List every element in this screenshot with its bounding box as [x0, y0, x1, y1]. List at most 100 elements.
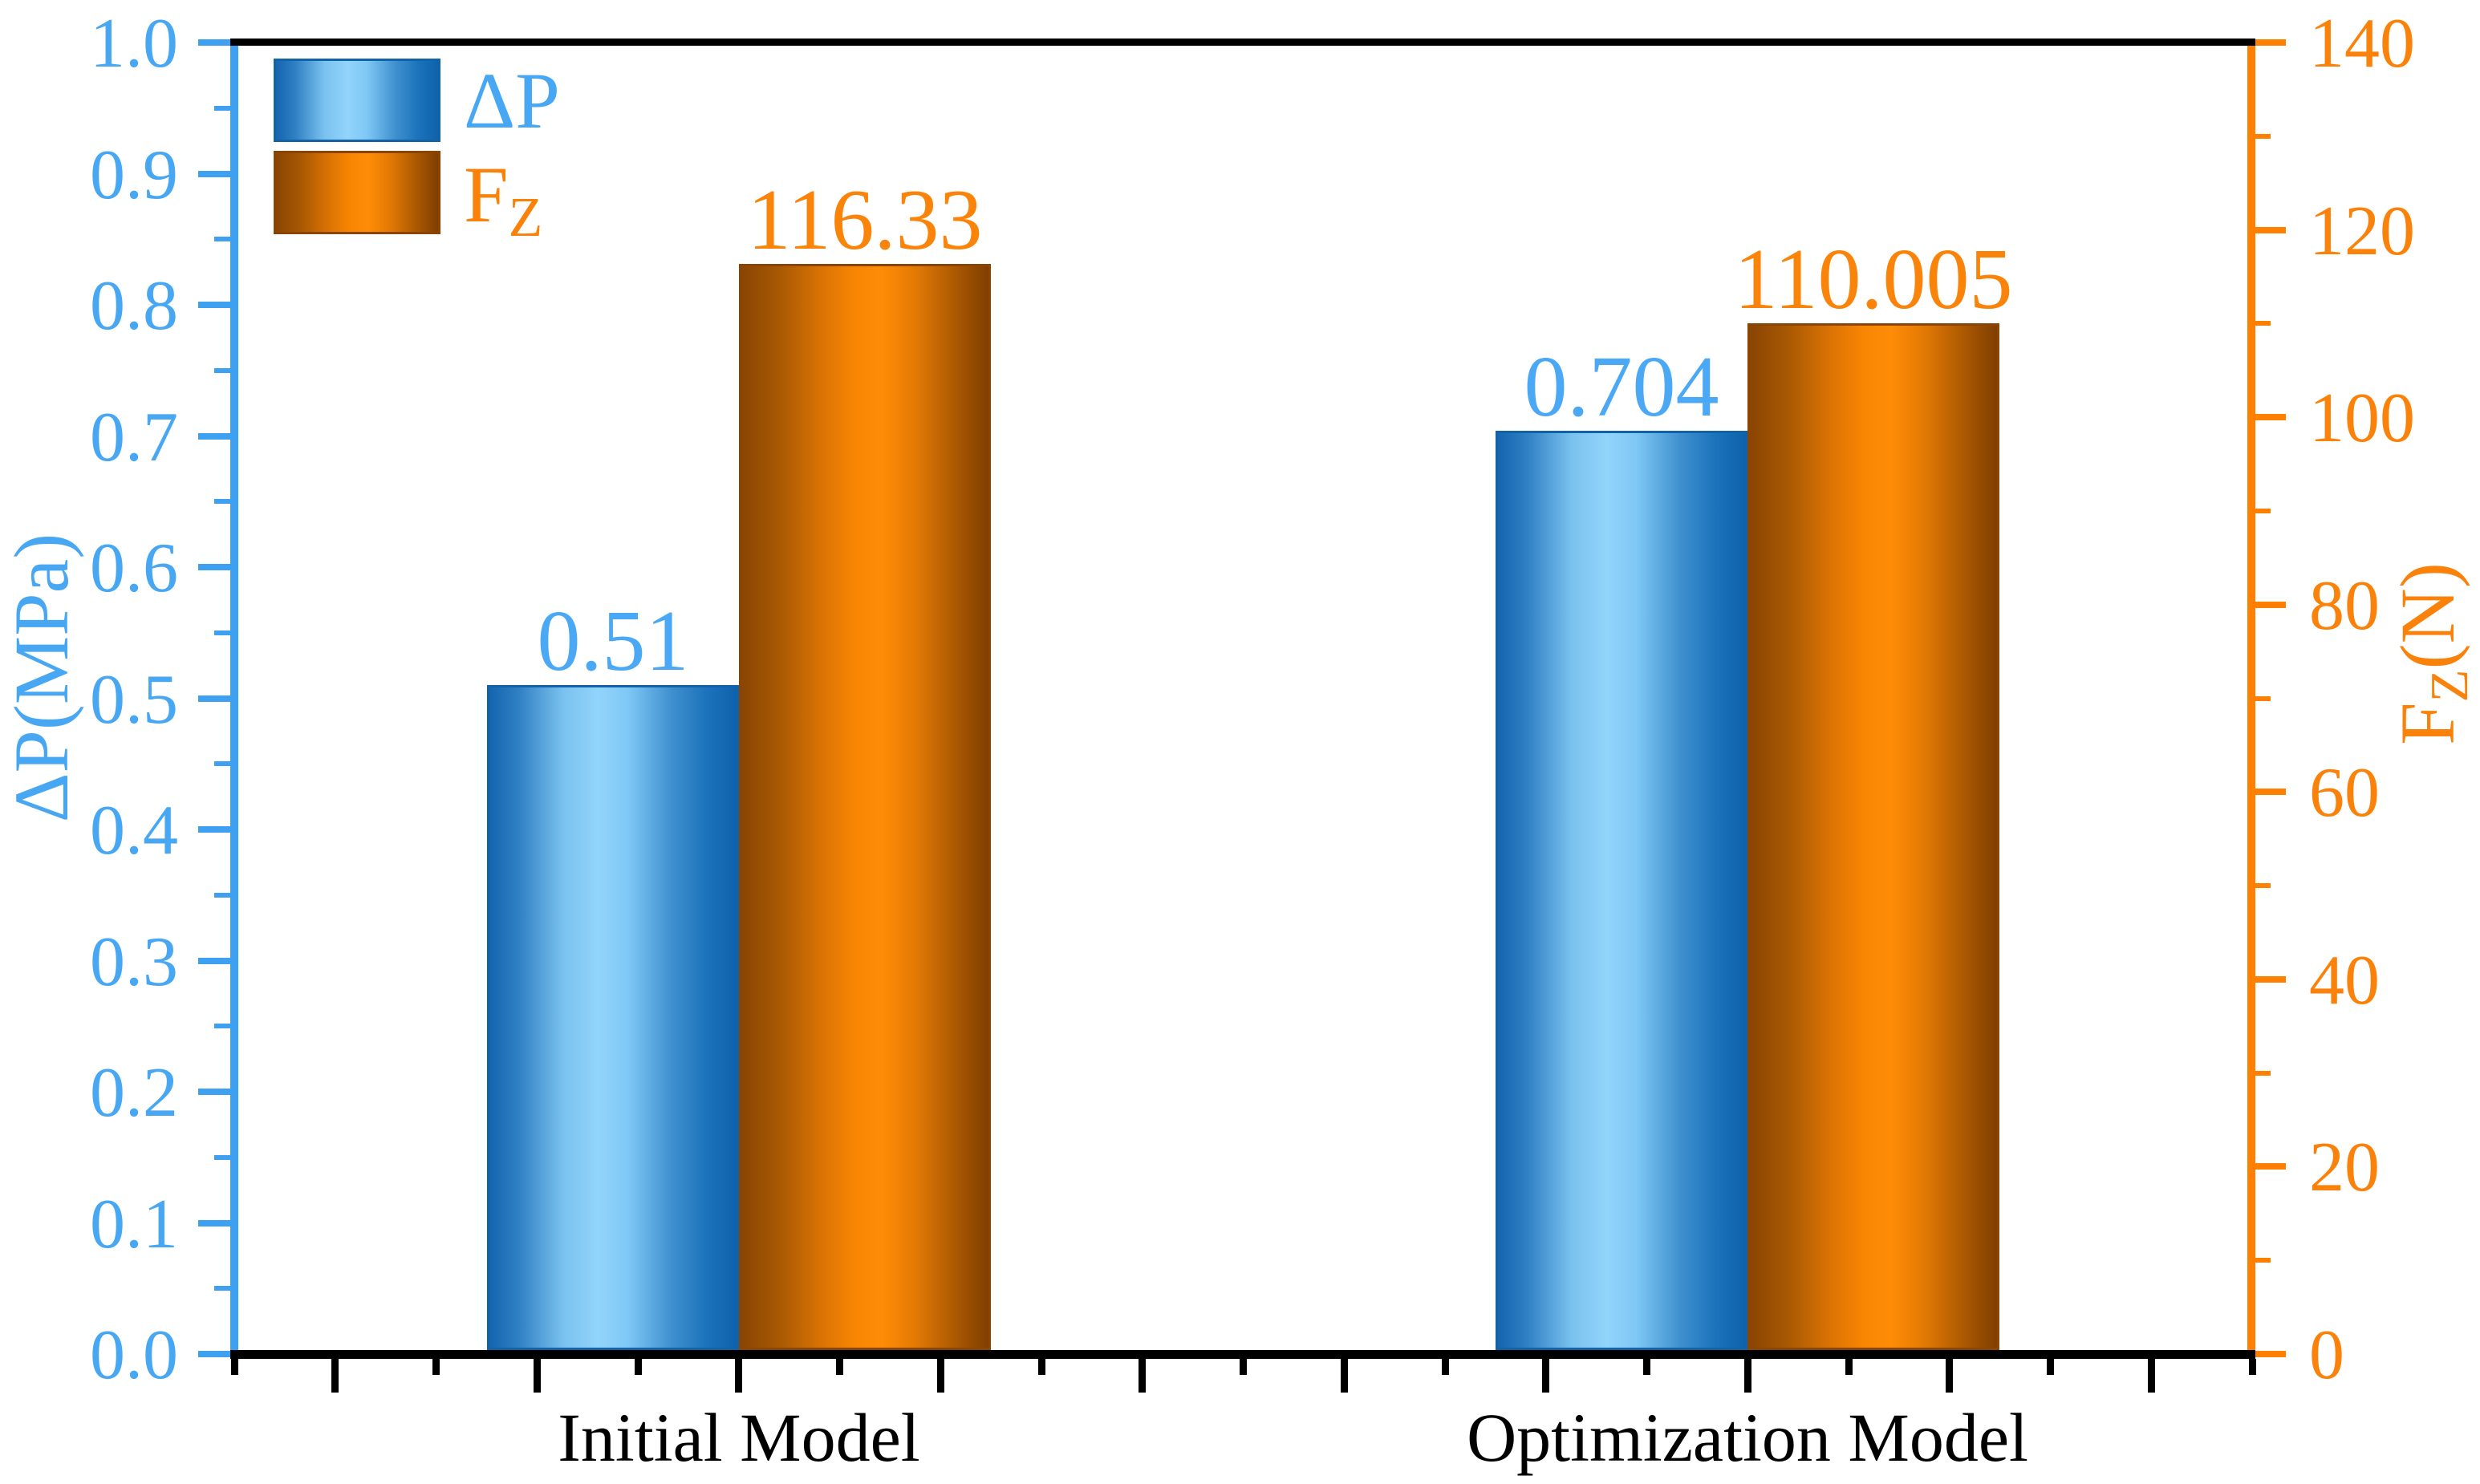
bar-delta-p-1	[487, 685, 739, 1350]
right-axis-major-tick	[2255, 602, 2286, 608]
right-axis-tick-label: 60	[2309, 754, 2380, 832]
x-axis-major-tick	[1946, 1359, 1953, 1393]
legend-label-fz-base: F	[464, 150, 509, 239]
right-axis-tick-label: 100	[2309, 379, 2415, 457]
x-axis-major-tick	[937, 1359, 944, 1393]
x-axis-line	[230, 1350, 2255, 1359]
x-axis-minor-tick	[1845, 1359, 1853, 1375]
left-axis-tick-label: 0.1	[90, 1186, 178, 1263]
bar-value-label: 116.33	[747, 172, 983, 268]
right-axis-minor-tick	[2255, 1258, 2271, 1263]
left-axis-tick-label: 1.0	[90, 5, 178, 83]
right-axis-tick-label: 40	[2309, 942, 2380, 1020]
legend-swatch-delta-p	[274, 59, 440, 142]
left-axis-title-text: ΔP(MPa)	[0, 533, 84, 823]
left-axis-title: ΔP(MPa)	[0, 533, 84, 822]
x-axis-minor-tick	[432, 1359, 440, 1375]
left-axis-major-tick	[198, 564, 230, 570]
legend-label-fz-subscript: Z	[508, 186, 543, 249]
x-axis-major-tick	[1542, 1359, 1549, 1393]
x-axis-minor-tick	[635, 1359, 642, 1375]
left-axis-major-tick	[198, 958, 230, 964]
bar-fz-1	[739, 264, 991, 1350]
bar-delta-p-2	[1496, 431, 1747, 1350]
right-axis-tick-label: 120	[2309, 193, 2415, 270]
right-axis-title-subscript: Z	[2418, 669, 2479, 703]
legend-label-delta-p-text: ΔP	[464, 56, 560, 145]
x-axis-major-tick	[534, 1359, 541, 1393]
left-axis-minor-tick	[214, 499, 230, 504]
right-axis-line	[2247, 39, 2255, 1359]
right-axis-minor-tick	[2255, 134, 2271, 139]
right-axis-major-tick	[2255, 39, 2286, 46]
right-axis-title: FZ(N)	[2385, 562, 2479, 745]
left-axis-major-tick	[198, 1089, 230, 1095]
left-axis-tick-label: 0.5	[90, 661, 178, 739]
left-axis-tick-label: 0.7	[90, 399, 178, 476]
right-axis-title-unit: (N)	[2385, 562, 2470, 670]
x-axis-minor-tick	[836, 1359, 843, 1375]
right-axis-major-tick	[2255, 976, 2286, 983]
left-axis-major-tick	[198, 433, 230, 440]
left-axis-major-tick	[198, 1220, 230, 1227]
left-axis-major-tick	[198, 1351, 230, 1357]
right-axis-major-tick	[2255, 414, 2286, 420]
legend-swatch-fz	[274, 151, 440, 234]
left-axis-major-tick	[198, 171, 230, 177]
x-axis-minor-tick	[1240, 1359, 1247, 1375]
x-axis-minor-tick	[2047, 1359, 2054, 1375]
left-axis-minor-tick	[214, 1286, 230, 1291]
bar-value-label: 0.704	[1524, 339, 1719, 435]
left-axis-tick-label: 0.4	[90, 792, 178, 870]
left-axis-tick-label: 0.0	[90, 1316, 178, 1394]
right-axis-major-tick	[2255, 227, 2286, 233]
top-frame-line	[230, 39, 2255, 46]
right-axis-tick-label: 80	[2309, 567, 2380, 645]
right-axis-tick-label: 140	[2309, 5, 2415, 83]
x-axis-major-tick	[735, 1359, 742, 1393]
left-axis-major-tick	[198, 826, 230, 833]
left-axis-tick-label: 0.8	[90, 267, 178, 345]
left-axis-minor-tick	[214, 237, 230, 241]
x-axis-major-tick	[331, 1359, 339, 1393]
x-axis-minor-tick	[231, 1359, 238, 1375]
left-axis-minor-tick	[214, 893, 230, 898]
left-axis-tick-label: 0.9	[90, 136, 178, 214]
x-axis-major-tick	[1744, 1359, 1751, 1393]
left-axis-minor-tick	[214, 761, 230, 766]
left-axis-minor-tick	[214, 368, 230, 373]
x-axis-major-tick	[1139, 1359, 1146, 1393]
left-axis-tick-label: 0.3	[90, 923, 178, 1001]
legend-label-delta-p: ΔP	[464, 61, 560, 141]
left-axis-major-tick	[198, 39, 230, 46]
left-axis-minor-tick	[214, 1155, 230, 1160]
bar-fz-2	[1747, 323, 1999, 1350]
left-axis-minor-tick	[214, 1024, 230, 1028]
right-axis-tick-label: 0	[2309, 1316, 2344, 1394]
bar-value-label: 110.005	[1734, 232, 2013, 327]
left-axis-major-tick	[198, 302, 230, 308]
right-axis-minor-tick	[2255, 883, 2271, 888]
category-label: Initial Model	[558, 1399, 920, 1476]
right-axis-title-base: F	[2385, 702, 2470, 745]
right-axis-tick-label: 20	[2309, 1129, 2380, 1206]
left-axis-tick-label: 0.2	[90, 1054, 178, 1132]
legend-label-fz: FZ	[464, 155, 542, 246]
category-label: Optimization Model	[1467, 1399, 2028, 1476]
x-axis-minor-tick	[1038, 1359, 1045, 1375]
x-axis-major-tick	[1341, 1359, 1348, 1393]
left-axis-minor-tick	[214, 106, 230, 111]
right-axis-minor-tick	[2255, 1071, 2271, 1076]
x-axis-minor-tick	[2249, 1359, 2256, 1375]
left-axis-line	[230, 39, 238, 1359]
right-axis-minor-tick	[2255, 321, 2271, 326]
right-axis-minor-tick	[2255, 696, 2271, 701]
right-axis-major-tick	[2255, 1163, 2286, 1170]
left-axis-minor-tick	[214, 630, 230, 635]
right-axis-major-tick	[2255, 789, 2286, 795]
bar-value-label: 0.51	[537, 594, 689, 689]
x-axis-minor-tick	[1643, 1359, 1650, 1375]
x-axis-major-tick	[2148, 1359, 2155, 1393]
right-axis-minor-tick	[2255, 509, 2271, 513]
